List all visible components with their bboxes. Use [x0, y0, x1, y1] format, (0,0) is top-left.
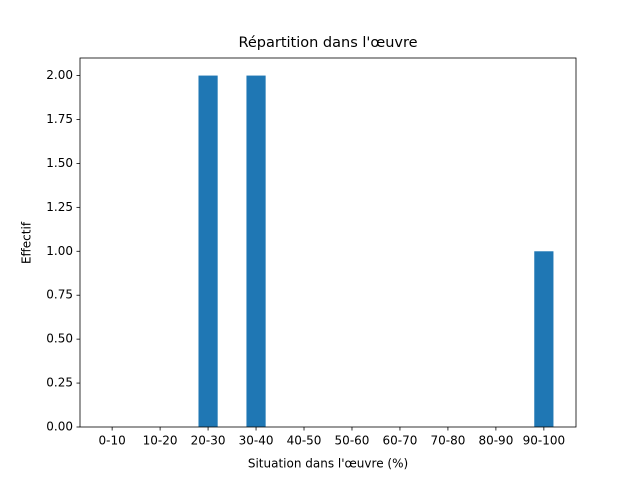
x-tick-label: 0-10	[99, 434, 126, 448]
x-axis-label: Situation dans l'œuvre (%)	[248, 457, 408, 471]
x-tick-label: 50-60	[335, 434, 370, 448]
x-tick-label: 70-80	[430, 434, 465, 448]
y-tick-label: 1.50	[46, 156, 73, 170]
y-axis-label: Effectif	[20, 221, 34, 264]
bar	[534, 251, 554, 427]
y-tick-label: 1.00	[46, 244, 73, 258]
plot-frame	[79, 57, 577, 428]
x-tick-label: 10-20	[143, 434, 178, 448]
bar	[198, 75, 218, 428]
y-tick-label: 1.25	[46, 200, 73, 214]
y-tick-label: 0.25	[46, 376, 73, 390]
x-tick-label: 20-30	[191, 434, 226, 448]
x-tick-label: 80-90	[478, 434, 513, 448]
x-tick-label: 90-100	[523, 434, 566, 448]
y-tick-label: 1.75	[46, 112, 73, 126]
x-tick-label: 40-50	[287, 434, 322, 448]
x-tick-label: 60-70	[383, 434, 418, 448]
x-tick-label: 30-40	[239, 434, 274, 448]
chart-title: Répartition dans l'œuvre	[238, 35, 417, 51]
y-tick-label: 0.00	[46, 420, 73, 434]
bar	[246, 75, 266, 428]
y-tick-label: 0.50	[46, 332, 73, 346]
y-tick-label: 0.75	[46, 288, 73, 302]
y-tick-label: 2.00	[46, 68, 73, 82]
